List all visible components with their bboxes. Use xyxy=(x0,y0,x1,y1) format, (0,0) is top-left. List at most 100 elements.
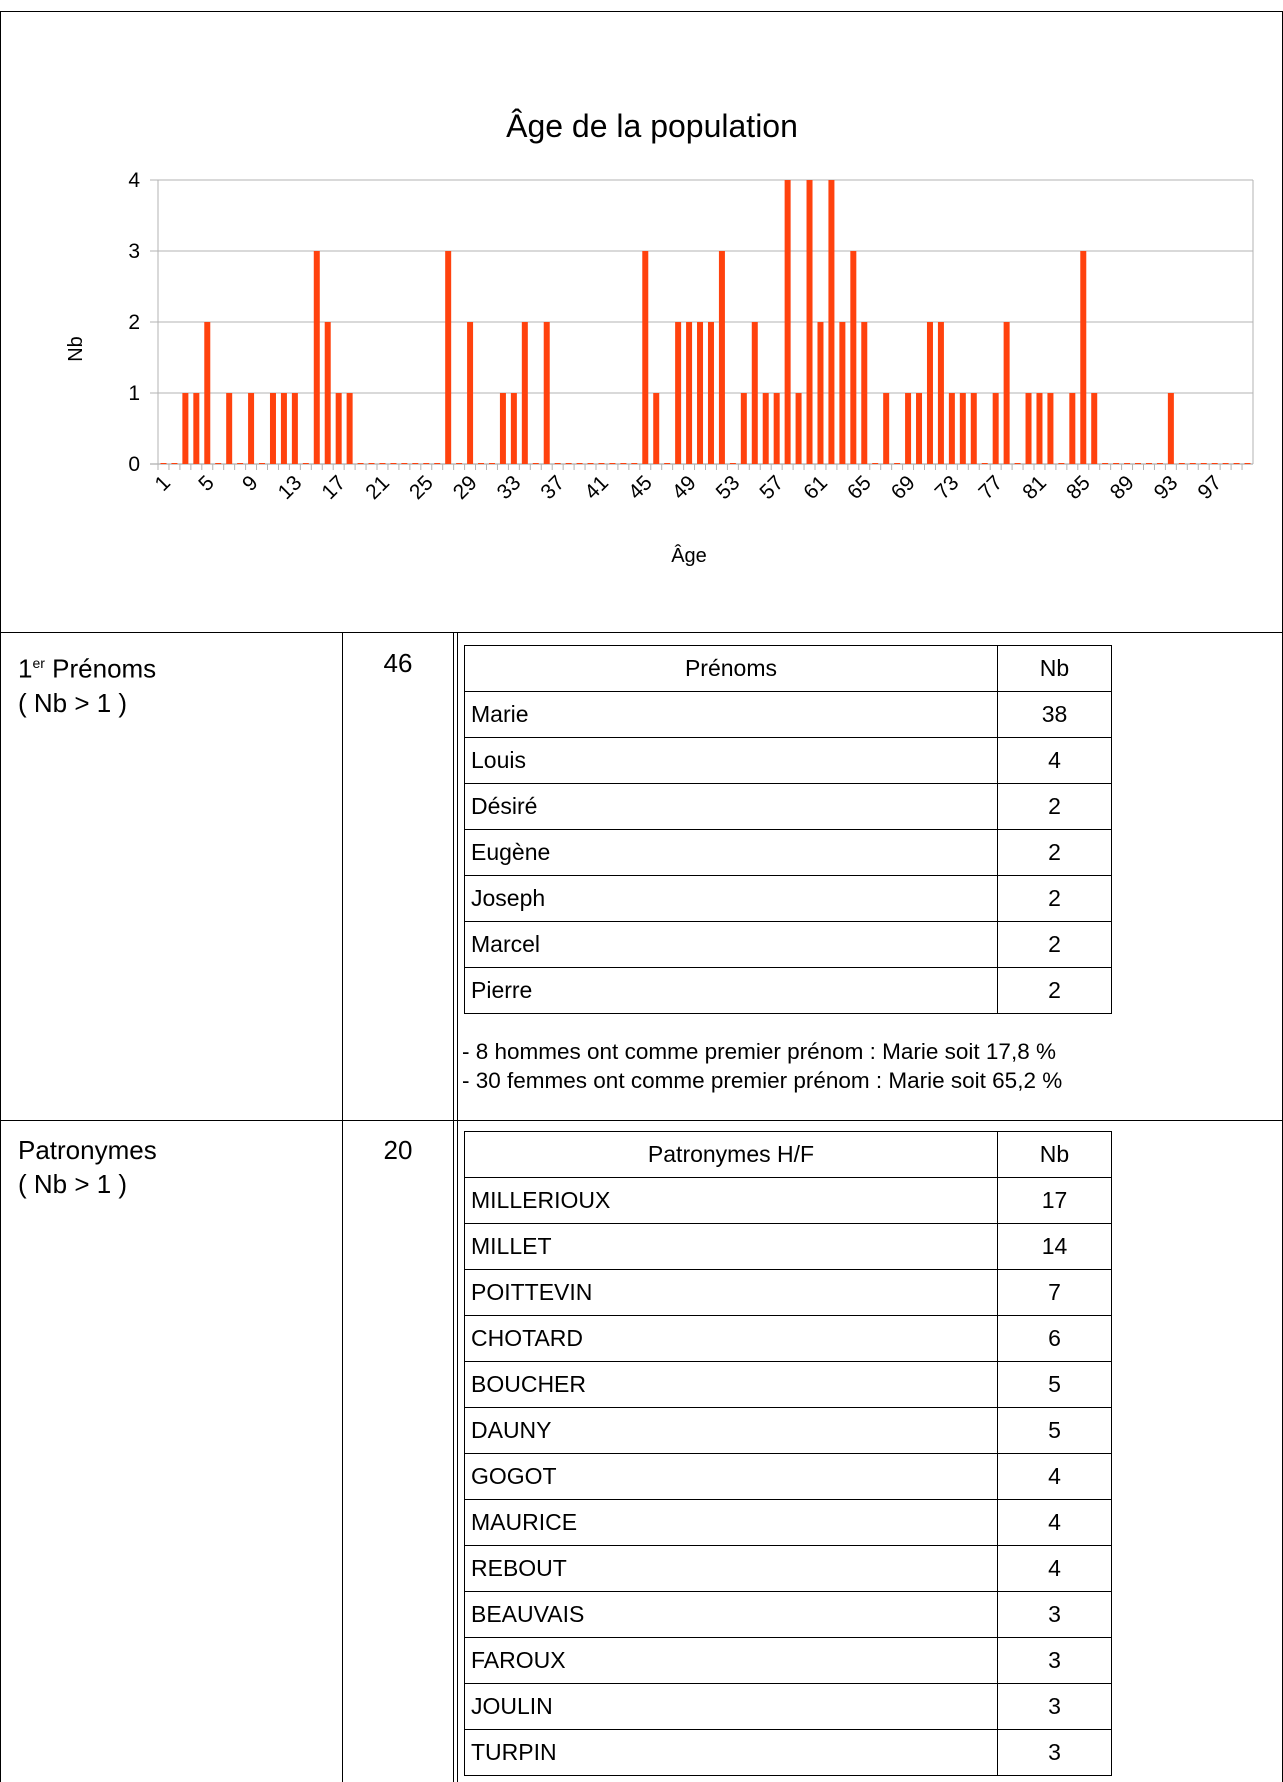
prenoms-label: 1er Prénoms ( Nb > 1 ) xyxy=(18,646,156,720)
bar xyxy=(357,463,364,464)
row-nb: 14 xyxy=(997,1223,1112,1270)
bar xyxy=(1102,463,1109,464)
x-tick-label: 61 xyxy=(799,471,832,504)
bar xyxy=(817,322,824,464)
x-tick-labels: 1 5 9 13 17 21 25 29 33 37 41 45 49 53 57 61 65 69 73 77 81 8… xyxy=(150,471,1226,504)
x-tick-label: 29 xyxy=(449,471,482,504)
y-tick-label: 2 xyxy=(128,311,140,334)
bar xyxy=(291,393,298,464)
bar xyxy=(1211,463,1218,464)
col-divider-2a xyxy=(453,632,454,1782)
bar xyxy=(456,463,463,464)
patronymes-count: 20 xyxy=(383,1135,413,1165)
bar xyxy=(970,393,977,464)
x-tick-label: 65 xyxy=(843,471,876,504)
bar xyxy=(499,393,506,464)
row-name: REBOUT xyxy=(464,1545,998,1592)
bar xyxy=(926,322,933,464)
x-tick-label: 17 xyxy=(317,471,350,504)
bar xyxy=(828,180,835,464)
row-name: Marie xyxy=(464,691,998,738)
table-row: BOUCHER 5 xyxy=(464,1361,1112,1408)
bar xyxy=(1091,393,1098,464)
x-tick-label: 13 xyxy=(274,471,307,504)
row-nb: 4 xyxy=(997,1545,1112,1592)
patronymes-table-body: MILLERIOUX 17 MILLET 14 POITTEVIN 7 CHOTARD 6 BO… xyxy=(464,1177,1112,1776)
row-name: Marcel xyxy=(464,921,998,968)
y-tick-label: 1 xyxy=(128,382,140,405)
bar xyxy=(587,463,594,464)
bar xyxy=(576,463,583,464)
prenoms-count: 46 xyxy=(383,648,413,678)
bar xyxy=(992,393,999,464)
bar xyxy=(445,251,452,464)
row-nb: 7 xyxy=(997,1269,1112,1316)
table-row: FAROUX 3 xyxy=(464,1637,1112,1684)
row-nb: 3 xyxy=(997,1683,1112,1730)
row-name: JOULIN xyxy=(464,1683,998,1730)
row-nb: 3 xyxy=(997,1591,1112,1638)
row-name: MILLET xyxy=(464,1223,998,1270)
row-name: DAUNY xyxy=(464,1407,998,1454)
x-tick-label: 41 xyxy=(580,471,613,504)
bar xyxy=(467,322,474,464)
bar xyxy=(916,393,923,464)
bar xyxy=(729,463,736,464)
table-row: Marcel 2 xyxy=(464,921,1112,968)
row-name: POITTEVIN xyxy=(464,1269,998,1316)
row-nb: 4 xyxy=(997,737,1112,784)
bar xyxy=(707,322,714,464)
bar xyxy=(259,463,266,464)
row-name: BOUCHER xyxy=(464,1361,998,1408)
table-row: POITTEVIN 7 xyxy=(464,1269,1112,1316)
bar xyxy=(478,463,485,464)
bar xyxy=(1047,393,1054,464)
bar xyxy=(237,463,244,464)
bar xyxy=(631,463,638,464)
x-tick-label: 45 xyxy=(624,471,657,504)
column-header-name: Patronymes H/F xyxy=(464,1131,998,1178)
col-divider-2b xyxy=(457,632,458,1782)
bar xyxy=(751,322,758,464)
bar xyxy=(193,393,200,464)
bar xyxy=(204,322,211,464)
row-divider-1 xyxy=(0,632,1283,633)
x-tick-label: 85 xyxy=(1062,471,1095,504)
bar xyxy=(488,463,495,464)
left-border xyxy=(0,11,1,1782)
x-tick-label: 77 xyxy=(974,471,1007,504)
bar xyxy=(861,322,868,464)
bar xyxy=(412,463,419,464)
row-nb: 3 xyxy=(997,1637,1112,1684)
x-tick-label: 73 xyxy=(931,471,964,504)
row-nb: 2 xyxy=(997,967,1112,1014)
table-row: CHOTARD 6 xyxy=(464,1315,1112,1362)
bar xyxy=(215,463,222,464)
bar xyxy=(839,322,846,464)
bar xyxy=(675,322,682,464)
row-name: BEAUVAIS xyxy=(464,1591,998,1638)
bar xyxy=(850,251,857,464)
table-header-row: Prénoms Nb xyxy=(464,645,1112,692)
prenoms-label-rest: Prénoms xyxy=(44,653,157,684)
bar xyxy=(959,393,966,464)
bar xyxy=(171,463,178,464)
table-row: GOGOT 4 xyxy=(464,1453,1112,1500)
bar xyxy=(1036,393,1043,464)
bar xyxy=(686,322,693,464)
bar xyxy=(368,463,375,464)
bar xyxy=(1233,463,1240,464)
bar xyxy=(1145,463,1152,464)
bar xyxy=(762,393,769,464)
x-tick-label: 57 xyxy=(755,471,788,504)
bar xyxy=(423,463,430,464)
table-row: Eugène 2 xyxy=(464,829,1112,876)
row-name: CHOTARD xyxy=(464,1315,998,1362)
bar xyxy=(401,463,408,464)
row-name: Louis xyxy=(464,737,998,784)
bar xyxy=(598,463,605,464)
row-nb: 3 xyxy=(997,1729,1112,1776)
bar xyxy=(1178,463,1185,464)
col-divider-1 xyxy=(342,632,343,1782)
